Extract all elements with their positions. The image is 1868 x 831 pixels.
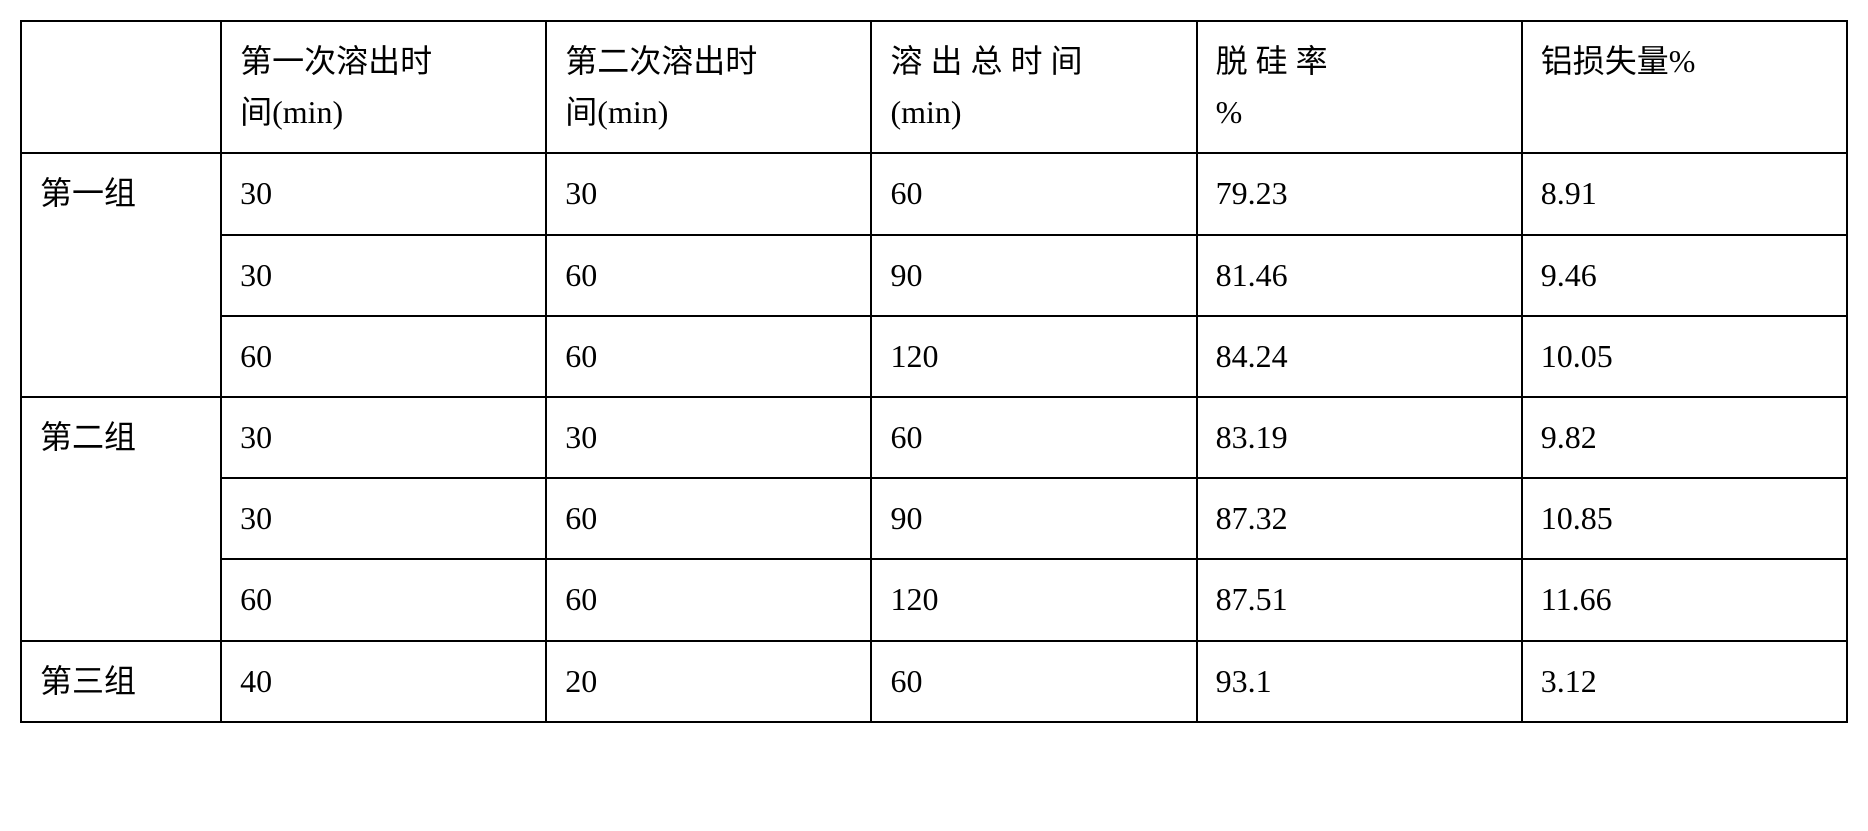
table-row: 30 60 90 87.32 10.85: [21, 478, 1847, 559]
cell-alloss: 9.46: [1522, 235, 1847, 316]
cell-first: 30: [221, 235, 546, 316]
table-row: 第二组 30 30 60 83.19 9.82: [21, 397, 1847, 478]
header-blank: [21, 21, 221, 153]
cell-alloss: 3.12: [1522, 641, 1847, 722]
header-col3-line2: (min): [890, 94, 961, 130]
header-col2: 第二次溶出时 间(min): [546, 21, 871, 153]
cell-total: 90: [871, 235, 1196, 316]
header-col2-line1: 第二次溶出时: [565, 43, 757, 79]
table-row: 30 60 90 81.46 9.46: [21, 235, 1847, 316]
cell-alloss: 10.85: [1522, 478, 1847, 559]
table-row: 60 60 120 84.24 10.05: [21, 316, 1847, 397]
cell-desi: 84.24: [1197, 316, 1522, 397]
cell-second: 60: [546, 478, 871, 559]
cell-alloss: 11.66: [1522, 559, 1847, 640]
cell-desi: 81.46: [1197, 235, 1522, 316]
group-label: 第二组: [21, 397, 221, 641]
cell-total: 60: [871, 397, 1196, 478]
cell-alloss: 10.05: [1522, 316, 1847, 397]
header-col1-line1: 第一次溶出时: [240, 43, 432, 79]
header-col2-line2: 间(min): [565, 94, 668, 130]
header-col4-line1: 脱 硅 率: [1216, 43, 1328, 79]
cell-desi: 87.51: [1197, 559, 1522, 640]
table-row: 第三组 40 20 60 93.1 3.12: [21, 641, 1847, 722]
cell-first: 30: [221, 153, 546, 234]
table-row: 第一组 30 30 60 79.23 8.91: [21, 153, 1847, 234]
header-col1-line2: 间(min): [240, 94, 343, 130]
header-col1: 第一次溶出时 间(min): [221, 21, 546, 153]
header-col5: 铝损失量%: [1522, 21, 1847, 153]
header-col4-line2: %: [1216, 94, 1243, 130]
group-label: 第三组: [21, 641, 221, 722]
cell-first: 30: [221, 478, 546, 559]
header-col4: 脱 硅 率 %: [1197, 21, 1522, 153]
cell-total: 60: [871, 641, 1196, 722]
cell-second: 60: [546, 235, 871, 316]
cell-first: 40: [221, 641, 546, 722]
cell-alloss: 9.82: [1522, 397, 1847, 478]
header-col3-line1: 溶 出 总 时 间: [890, 43, 1082, 79]
cell-second: 60: [546, 559, 871, 640]
header-row: 第一次溶出时 间(min) 第二次溶出时 间(min) 溶 出 总 时 间 (m…: [21, 21, 1847, 153]
cell-first: 60: [221, 316, 546, 397]
cell-second: 60: [546, 316, 871, 397]
cell-alloss: 8.91: [1522, 153, 1847, 234]
cell-desi: 87.32: [1197, 478, 1522, 559]
cell-total: 120: [871, 316, 1196, 397]
header-col5-line1: 铝损失量%: [1541, 43, 1696, 79]
cell-desi: 83.19: [1197, 397, 1522, 478]
cell-second: 30: [546, 397, 871, 478]
cell-second: 30: [546, 153, 871, 234]
cell-second: 20: [546, 641, 871, 722]
header-col3: 溶 出 总 时 间 (min): [871, 21, 1196, 153]
cell-total: 120: [871, 559, 1196, 640]
cell-desi: 79.23: [1197, 153, 1522, 234]
table-row: 60 60 120 87.51 11.66: [21, 559, 1847, 640]
cell-total: 60: [871, 153, 1196, 234]
data-table: 第一次溶出时 间(min) 第二次溶出时 间(min) 溶 出 总 时 间 (m…: [20, 20, 1848, 723]
cell-first: 30: [221, 397, 546, 478]
cell-total: 90: [871, 478, 1196, 559]
cell-desi: 93.1: [1197, 641, 1522, 722]
group-label: 第一组: [21, 153, 221, 397]
cell-first: 60: [221, 559, 546, 640]
